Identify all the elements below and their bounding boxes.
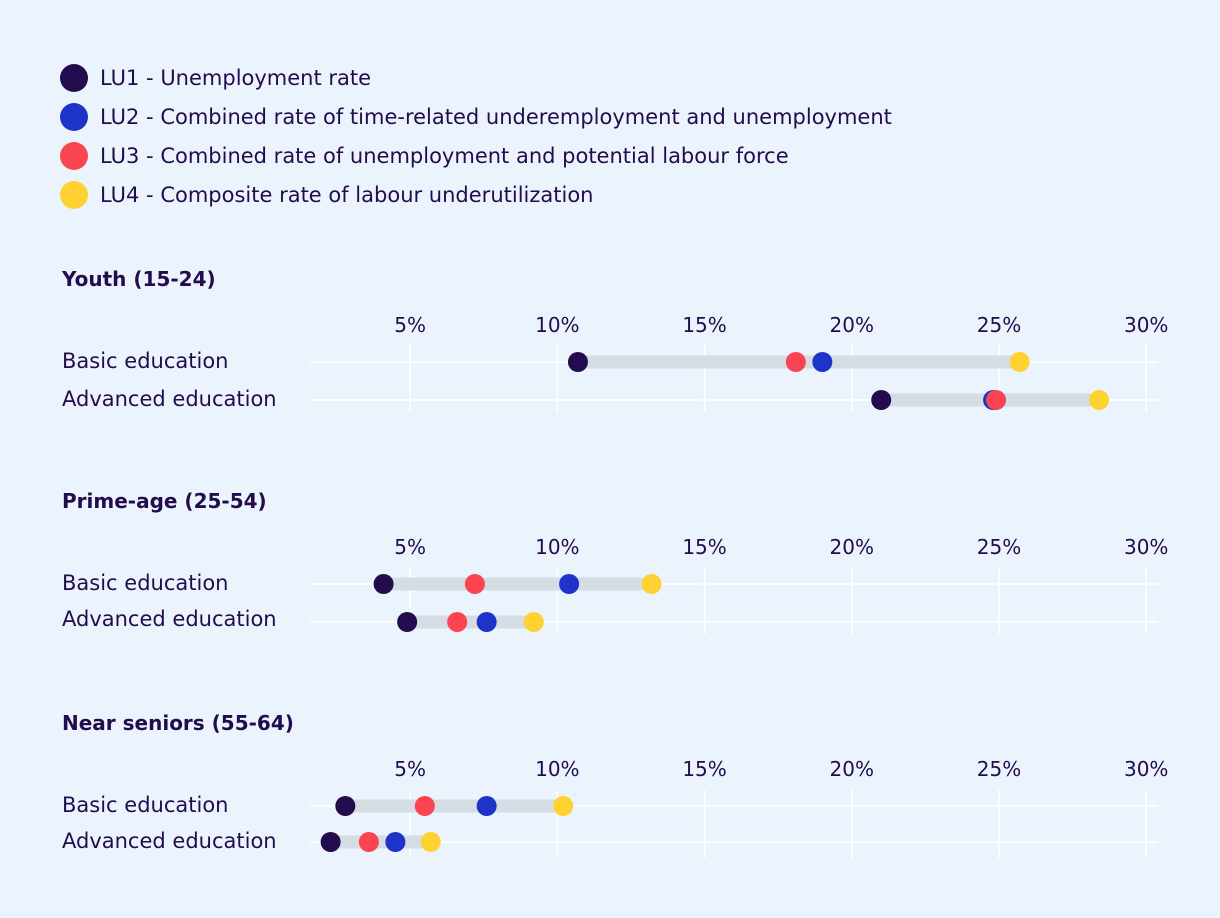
dot-lu1-prime-advanced: [397, 612, 418, 632]
tick-label-seniors-5: 5%: [394, 757, 426, 781]
legend-label-lu2: LU2 - Combined rate of time-related unde…: [100, 104, 892, 129]
tick-label-prime-10: 10%: [535, 535, 579, 559]
tick-label-prime-25: 25%: [977, 535, 1021, 559]
dot-lu2-seniors-advanced: [385, 832, 406, 852]
tick-label-youth-20: 20%: [830, 313, 874, 337]
tick-label-youth-30: 30%: [1124, 313, 1168, 337]
tick-label-prime-30: 30%: [1124, 535, 1168, 559]
dot-lu4-seniors-advanced: [420, 832, 441, 852]
dot-lu3-seniors-advanced: [358, 832, 379, 852]
legend-label-lu3: LU3 - Combined rate of unemployment and …: [100, 143, 789, 168]
dot-lu4-prime-basic: [641, 574, 662, 594]
dot-lu2-prime-advanced: [476, 612, 497, 632]
legend-dot-lu3: [60, 141, 88, 170]
tick-label-seniors-30: 30%: [1124, 757, 1168, 781]
dot-lu3-prime-advanced: [447, 612, 468, 632]
dot-lu4-youth-advanced: [1089, 390, 1110, 410]
dot-lu1-youth-advanced: [871, 390, 892, 410]
panel-title-youth: Youth (15-24): [62, 267, 216, 291]
dot-lu2-seniors-basic: [476, 796, 497, 816]
legend-item-lu2[interactable]: LU2 - Combined rate of time-related unde…: [60, 97, 892, 136]
dot-lu3-youth-basic: [785, 352, 806, 372]
row-label-youth-basic: Basic education: [62, 349, 229, 373]
tick-label-seniors-20: 20%: [830, 757, 874, 781]
row-label-prime-advanced: Advanced education: [62, 607, 277, 631]
dot-lu1-prime-basic: [373, 574, 394, 594]
legend-label-lu1: LU1 - Unemployment rate: [100, 65, 372, 90]
dot-lu4-youth-basic: [1009, 352, 1030, 372]
tick-label-seniors-15: 15%: [682, 757, 726, 781]
panel-title-near-seniors: Near seniors (55-64): [62, 711, 294, 735]
legend: LU1 - Unemployment rate LU2 - Combined r…: [60, 58, 892, 214]
legend-item-lu3[interactable]: LU3 - Combined rate of unemployment and …: [60, 136, 892, 175]
tick-label-youth-25: 25%: [977, 313, 1021, 337]
legend-dot-lu4: [60, 180, 88, 209]
tick-label-prime-20: 20%: [830, 535, 874, 559]
dot-lu3-youth-advanced: [986, 390, 1007, 410]
legend-item-lu4[interactable]: LU4 - Composite rate of labour underutil…: [60, 175, 892, 214]
tick-label-seniors-10: 10%: [535, 757, 579, 781]
dot-lu3-prime-basic: [464, 574, 485, 594]
panel-title-prime-age: Prime-age (25-54): [62, 489, 267, 513]
tick-label-prime-15: 15%: [682, 535, 726, 559]
tick-label-youth-15: 15%: [682, 313, 726, 337]
tick-label-youth-5: 5%: [394, 313, 426, 337]
tick-label-prime-5: 5%: [394, 535, 426, 559]
tick-label-youth-10: 10%: [535, 313, 579, 337]
legend-dot-lu1: [60, 63, 88, 92]
dot-lu1-seniors-advanced: [320, 832, 341, 852]
dot-lu1-youth-basic: [567, 352, 588, 372]
legend-item-lu1[interactable]: LU1 - Unemployment rate: [60, 58, 892, 97]
legend-dot-lu2: [60, 102, 88, 131]
dot-lu3-seniors-basic: [414, 796, 435, 816]
dot-lu4-prime-advanced: [523, 612, 544, 632]
row-label-seniors-advanced: Advanced education: [62, 829, 277, 853]
tick-label-seniors-25: 25%: [977, 757, 1021, 781]
row-label-seniors-basic: Basic education: [62, 793, 229, 817]
dot-lu4-seniors-basic: [553, 796, 574, 816]
row-label-prime-basic: Basic education: [62, 571, 229, 595]
dot-lu2-youth-basic: [812, 352, 833, 372]
dot-lu1-seniors-basic: [335, 796, 356, 816]
row-label-youth-advanced: Advanced education: [62, 387, 277, 411]
legend-label-lu4: LU4 - Composite rate of labour underutil…: [100, 182, 594, 207]
dot-lu2-prime-basic: [559, 574, 580, 594]
